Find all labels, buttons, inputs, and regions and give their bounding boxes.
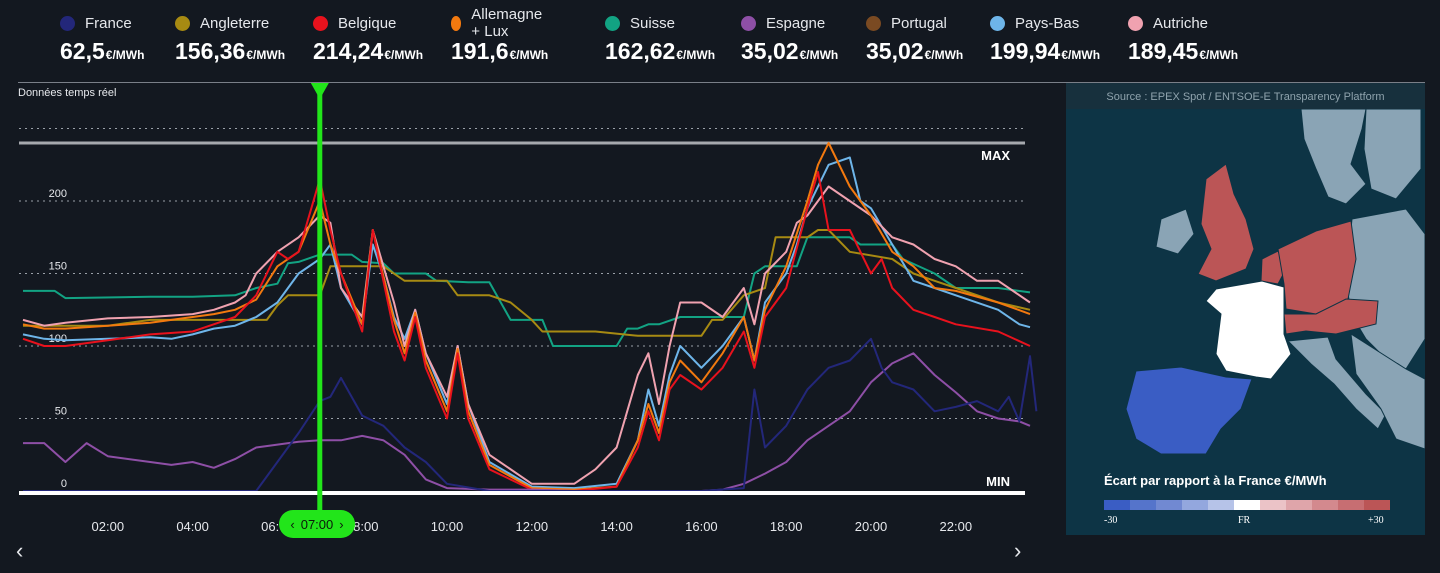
x-tick-label: 22:00 xyxy=(940,519,973,534)
scale-swatch xyxy=(1104,500,1130,510)
map-region-france[interactable] xyxy=(1205,280,1292,380)
series-line xyxy=(23,352,1031,492)
scale-swatch xyxy=(1338,500,1364,510)
legend-item[interactable]: France 62,5€/MWh xyxy=(60,8,144,65)
map-region-finland[interactable] xyxy=(1363,109,1422,200)
map-region-ireland[interactable] xyxy=(1155,208,1195,255)
legend-item[interactable]: Allemagne + Lux 191,6€/MWh xyxy=(451,6,549,65)
y-tick-label: 50 xyxy=(55,406,67,418)
legend-value: 214,24€/MWh xyxy=(313,38,424,64)
legend-name: Angleterre xyxy=(200,14,270,32)
europe-map-panel: Source : EPEX Spot / ENTSOE-E Transparen… xyxy=(1066,83,1425,535)
scale-swatch xyxy=(1182,500,1208,510)
previous-day-arrow-icon[interactable]: ‹ xyxy=(16,538,24,563)
color-scale xyxy=(1104,500,1390,510)
map-region-uk[interactable] xyxy=(1197,163,1255,282)
map-caption: Écart par rapport à la France €/MWh xyxy=(1104,473,1327,488)
x-tick-label: 02:00 xyxy=(92,519,125,534)
next-day-arrow-icon[interactable]: › xyxy=(1014,538,1022,563)
legend-value: 156,36€/MWh xyxy=(175,38,286,64)
legend-item[interactable]: Angleterre 156,36€/MWh xyxy=(175,8,285,65)
legend-dot xyxy=(451,15,462,31)
chevron-right-icon[interactable]: › xyxy=(339,516,344,532)
legend-item[interactable]: Belgique 214,24€/MWh xyxy=(313,8,423,65)
legend-value: 62,5€/MWh xyxy=(60,38,145,64)
legend-dot xyxy=(313,15,328,31)
min-label: MIN xyxy=(986,474,1010,489)
legend-name: Pays-Bas xyxy=(1015,14,1080,32)
legend-value: 191,6€/MWh xyxy=(451,38,549,64)
map-region-italy[interactable] xyxy=(1286,336,1387,430)
legend-name: France xyxy=(85,14,132,32)
realtime-label: Données temps réel xyxy=(18,87,117,99)
x-tick-label: 04:00 xyxy=(176,519,209,534)
scale-mid-label: FR xyxy=(1238,515,1251,526)
europe-map[interactable] xyxy=(1066,109,1425,469)
scale-swatch xyxy=(1208,500,1234,510)
legend-dot xyxy=(866,15,881,31)
legend-dot xyxy=(605,15,620,31)
legend-dot xyxy=(741,15,756,31)
scale-swatch xyxy=(1364,500,1390,510)
map-source: Source : EPEX Spot / ENTSOE-E Transparen… xyxy=(1066,83,1425,109)
y-tick-label: 200 xyxy=(49,188,67,200)
scale-swatch xyxy=(1234,500,1260,510)
legend-dot xyxy=(990,15,1005,31)
scale-swatch xyxy=(1260,500,1286,510)
series-line xyxy=(22,156,1031,490)
legend-dot xyxy=(175,15,190,31)
series-line xyxy=(23,337,1038,492)
scale-swatch xyxy=(1156,500,1182,510)
y-tick-label: 0 xyxy=(61,478,67,490)
chevron-left-icon[interactable]: ‹ xyxy=(290,516,295,532)
legend-item[interactable]: Portugal 35,02€/MWh xyxy=(866,8,963,65)
legend-value: 162,62€/MWh xyxy=(605,38,716,64)
series-line xyxy=(23,236,1031,347)
scale-swatch xyxy=(1312,500,1338,510)
legend-name: Autriche xyxy=(1153,14,1209,32)
x-tick-label: 10:00 xyxy=(431,519,464,534)
x-tick-label: 18:00 xyxy=(770,519,803,534)
legend-name: Allemagne + Lux xyxy=(471,6,543,40)
scale-swatch xyxy=(1130,500,1156,510)
legend-dot xyxy=(60,15,75,31)
x-tick-label: 12:00 xyxy=(516,519,549,534)
x-tick-label: 20:00 xyxy=(855,519,888,534)
time-cursor-top-icon xyxy=(310,83,329,99)
legend-name: Belgique xyxy=(338,14,397,32)
legend-name: Espagne xyxy=(766,14,826,32)
top-divider xyxy=(18,82,1425,83)
legend-value: 189,45€/MWh xyxy=(1128,38,1239,64)
legend-value: 35,02€/MWh xyxy=(866,38,964,64)
cursor-time: 07:00 xyxy=(300,516,334,532)
map-region-balkans[interactable] xyxy=(1350,333,1425,450)
legend-value: 199,94€/MWh xyxy=(990,38,1101,64)
legend-item[interactable]: Suisse 162,62€/MWh xyxy=(605,8,715,65)
legend-value: 35,02€/MWh xyxy=(741,38,839,64)
legend-name: Suisse xyxy=(630,14,676,32)
series-line xyxy=(22,171,1031,492)
scale-right-label: +30 xyxy=(1368,515,1384,526)
y-tick-label: 150 xyxy=(49,261,67,273)
time-cursor-handle[interactable]: ‹ 07:00 › xyxy=(279,510,355,538)
scale-swatch xyxy=(1286,500,1312,510)
x-tick-label: 14:00 xyxy=(600,519,633,534)
legend-name: Portugal xyxy=(891,14,947,32)
map-region-alps[interactable] xyxy=(1283,298,1379,335)
series-line xyxy=(23,229,1031,337)
series-line xyxy=(22,142,1031,491)
max-label: MAX xyxy=(981,148,1010,163)
x-tick-label: 16:00 xyxy=(685,519,718,534)
map-region-scandinavia[interactable] xyxy=(1300,109,1367,205)
scale-left-label: -30 xyxy=(1104,515,1118,526)
legend-item[interactable]: Pays-Bas 199,94€/MWh xyxy=(990,8,1100,65)
series-line xyxy=(22,185,1031,485)
map-region-iberia[interactable] xyxy=(1125,366,1253,455)
legend-dot xyxy=(1128,15,1143,31)
legend-item[interactable]: Autriche 189,45€/MWh xyxy=(1128,8,1238,65)
legend-item[interactable]: Espagne 35,02€/MWh xyxy=(741,8,838,65)
